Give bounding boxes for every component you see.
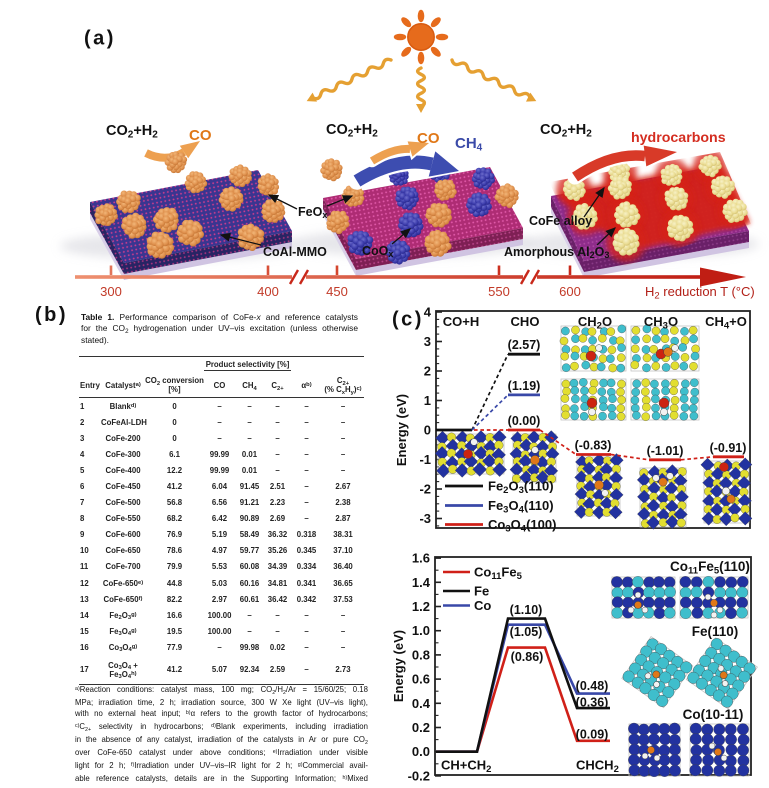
svg-text:CH3O: CH3O xyxy=(644,314,678,332)
svg-text:(0.00): (0.00) xyxy=(508,414,541,428)
svg-text:Fe(110): Fe(110) xyxy=(692,624,739,639)
svg-text:(0.36): (0.36) xyxy=(576,696,609,710)
svg-text:(-0.83): (-0.83) xyxy=(575,439,612,453)
svg-text:CoAl-MMO: CoAl-MMO xyxy=(263,245,327,259)
svg-text:CO: CO xyxy=(189,127,212,144)
svg-text:CHCH2: CHCH2 xyxy=(576,758,619,776)
svg-text:FeOx: FeOx xyxy=(298,205,327,220)
svg-text:(0.86): (0.86) xyxy=(511,650,544,664)
svg-text:(2.57): (2.57) xyxy=(508,338,541,352)
svg-text:Fe3O4(110): Fe3O4(110) xyxy=(488,498,554,516)
svg-text:H2 reduction T (°C): H2 reduction T (°C) xyxy=(645,284,755,302)
svg-text:(0.09): (0.09) xyxy=(576,728,609,742)
svg-text:3: 3 xyxy=(424,334,431,349)
svg-text:Energy (eV): Energy (eV) xyxy=(394,394,409,466)
svg-text:hydrocarbons: hydrocarbons xyxy=(631,130,726,146)
svg-text:Co: Co xyxy=(474,598,491,613)
svg-text:Amorphous Al2O3: Amorphous Al2O3 xyxy=(504,245,609,260)
svg-text:(0.48): (0.48) xyxy=(576,679,609,693)
svg-text:CH+CH2: CH+CH2 xyxy=(441,758,491,776)
svg-text:CO2+H2: CO2+H2 xyxy=(106,123,158,141)
svg-text:0.0: 0.0 xyxy=(412,744,430,759)
svg-text:CH2O: CH2O xyxy=(578,314,612,332)
svg-text:1.4: 1.4 xyxy=(412,575,431,590)
svg-text:0.8: 0.8 xyxy=(412,647,430,662)
svg-text:1.0: 1.0 xyxy=(412,623,430,638)
svg-text:Fe2O3(110): Fe2O3(110) xyxy=(488,479,554,497)
svg-text:(a): (a) xyxy=(84,28,116,50)
svg-text:1: 1 xyxy=(424,393,431,408)
svg-text:0: 0 xyxy=(424,423,431,438)
svg-text:Co(10-11): Co(10-11) xyxy=(683,707,744,722)
svg-text:CoOx: CoOx xyxy=(362,244,393,259)
svg-text:CH4: CH4 xyxy=(455,135,483,154)
svg-text:(1.05): (1.05) xyxy=(510,625,543,639)
svg-text:CoFe alloy: CoFe alloy xyxy=(529,214,592,228)
svg-text:CO2+H2: CO2+H2 xyxy=(540,122,592,140)
svg-text:Co3O4(100): Co3O4(100) xyxy=(488,517,556,535)
svg-text:1.2: 1.2 xyxy=(412,599,430,614)
svg-text:Energy (eV): Energy (eV) xyxy=(391,630,406,702)
svg-text:400: 400 xyxy=(257,284,279,299)
svg-text:0.4: 0.4 xyxy=(412,696,431,711)
svg-text:0.6: 0.6 xyxy=(412,672,430,687)
svg-text:-0.2: -0.2 xyxy=(408,768,430,783)
svg-text:(1.19): (1.19) xyxy=(508,379,541,393)
svg-text:(1.10): (1.10) xyxy=(510,603,543,617)
svg-text:300: 300 xyxy=(100,284,122,299)
svg-text:CO: CO xyxy=(417,130,440,147)
svg-text:(-1.01): (-1.01) xyxy=(647,444,684,458)
svg-text:Co11Fe5(110): Co11Fe5(110) xyxy=(670,559,750,577)
svg-text:-2: -2 xyxy=(419,482,431,497)
svg-text:2: 2 xyxy=(424,364,431,379)
svg-text:0.2: 0.2 xyxy=(412,720,430,735)
svg-text:CH4+O: CH4+O xyxy=(705,314,747,332)
svg-text:-3: -3 xyxy=(419,511,431,526)
svg-text:-1: -1 xyxy=(419,452,431,467)
svg-text:Fe: Fe xyxy=(474,584,489,599)
svg-text:1.6: 1.6 xyxy=(412,551,430,566)
svg-text:4: 4 xyxy=(424,305,432,320)
svg-text:(-0.91): (-0.91) xyxy=(710,441,747,455)
svg-text:(c): (c) xyxy=(392,309,424,331)
svg-text:Co11Fe5: Co11Fe5 xyxy=(474,565,523,583)
svg-text:450: 450 xyxy=(326,284,348,299)
svg-text:CO2+H2: CO2+H2 xyxy=(326,122,378,140)
svg-text:CO+H: CO+H xyxy=(443,314,479,329)
svg-text:600: 600 xyxy=(559,284,581,299)
svg-text:CHO: CHO xyxy=(511,314,540,329)
svg-text:550: 550 xyxy=(488,284,510,299)
